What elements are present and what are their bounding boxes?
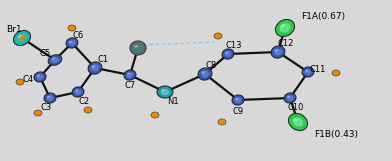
Ellipse shape (66, 38, 78, 48)
Ellipse shape (75, 90, 78, 92)
Text: C7: C7 (124, 80, 136, 90)
Ellipse shape (52, 58, 55, 60)
Ellipse shape (271, 46, 285, 58)
Ellipse shape (201, 71, 209, 77)
Text: C10: C10 (288, 103, 304, 112)
Ellipse shape (276, 19, 294, 37)
Ellipse shape (235, 98, 238, 100)
Ellipse shape (222, 49, 234, 59)
Text: C6: C6 (73, 32, 83, 41)
Ellipse shape (127, 73, 130, 75)
Ellipse shape (218, 119, 226, 125)
Ellipse shape (44, 93, 56, 103)
Ellipse shape (124, 70, 136, 80)
Text: F1B(0.43): F1B(0.43) (314, 129, 358, 138)
Ellipse shape (34, 110, 42, 116)
Ellipse shape (161, 89, 165, 92)
Ellipse shape (235, 97, 241, 103)
Ellipse shape (130, 41, 146, 55)
Text: C12: C12 (278, 39, 294, 48)
Ellipse shape (293, 118, 298, 122)
Ellipse shape (284, 93, 296, 103)
Ellipse shape (127, 72, 133, 78)
Ellipse shape (92, 65, 95, 68)
Ellipse shape (232, 95, 244, 105)
Text: C3: C3 (40, 103, 52, 112)
Ellipse shape (37, 74, 43, 80)
Ellipse shape (34, 72, 46, 82)
Ellipse shape (225, 51, 231, 57)
Ellipse shape (68, 25, 76, 31)
Ellipse shape (332, 70, 340, 76)
Text: C5: C5 (40, 48, 51, 57)
Ellipse shape (51, 57, 59, 63)
Ellipse shape (13, 30, 31, 46)
Ellipse shape (274, 49, 278, 52)
Ellipse shape (201, 71, 205, 74)
Ellipse shape (18, 35, 22, 38)
Ellipse shape (37, 75, 40, 77)
Ellipse shape (47, 96, 50, 98)
Ellipse shape (161, 89, 169, 95)
Ellipse shape (305, 69, 311, 75)
Text: C1: C1 (98, 56, 109, 65)
Ellipse shape (69, 41, 72, 43)
Ellipse shape (134, 44, 142, 52)
Ellipse shape (16, 79, 24, 85)
Ellipse shape (88, 62, 102, 74)
Ellipse shape (151, 112, 159, 118)
Text: C2: C2 (78, 96, 89, 105)
Text: F1A(0.67): F1A(0.67) (301, 11, 345, 20)
Ellipse shape (287, 96, 290, 98)
Ellipse shape (84, 107, 92, 113)
Ellipse shape (305, 70, 308, 72)
Ellipse shape (134, 45, 138, 48)
Text: C4: C4 (22, 75, 34, 84)
Ellipse shape (274, 49, 282, 55)
Ellipse shape (214, 33, 222, 39)
Ellipse shape (17, 34, 27, 42)
Ellipse shape (280, 23, 290, 33)
Ellipse shape (198, 68, 212, 80)
Ellipse shape (280, 24, 285, 28)
Ellipse shape (69, 40, 75, 46)
Text: C8: C8 (205, 62, 217, 71)
Ellipse shape (225, 52, 228, 54)
Ellipse shape (91, 65, 99, 71)
Ellipse shape (72, 87, 84, 97)
Ellipse shape (48, 55, 62, 65)
Ellipse shape (75, 89, 81, 95)
Ellipse shape (47, 95, 53, 101)
Text: C9: C9 (232, 106, 243, 115)
Text: C13: C13 (226, 42, 242, 51)
Text: N1: N1 (167, 98, 179, 106)
Ellipse shape (293, 117, 303, 127)
Ellipse shape (287, 95, 293, 101)
Ellipse shape (130, 41, 146, 55)
Text: C11: C11 (310, 66, 326, 75)
Ellipse shape (289, 114, 308, 131)
Ellipse shape (157, 86, 173, 98)
Ellipse shape (302, 67, 314, 77)
Text: Br1: Br1 (6, 25, 22, 34)
